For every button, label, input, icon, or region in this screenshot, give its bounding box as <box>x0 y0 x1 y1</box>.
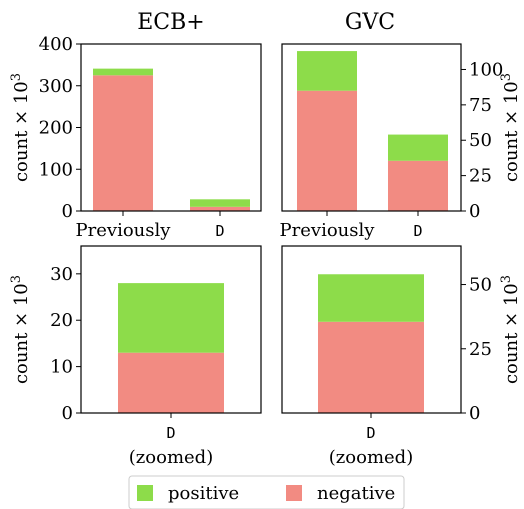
bar-positive-previously <box>93 68 153 76</box>
y-axis-label: count × 103 <box>499 73 522 182</box>
y-axis-label: count × 103 <box>499 275 522 384</box>
y-tick-label: 400 <box>39 34 73 55</box>
x-tick-label: D <box>413 222 422 240</box>
y-axis-label-exponent: 3 <box>499 73 514 81</box>
y-tick-label: 30 <box>50 264 73 285</box>
y-axis-label-exponent: 3 <box>499 275 514 283</box>
y-axis-label: count × 103 <box>9 73 32 182</box>
bar-positive-d <box>118 283 224 353</box>
x-tick-label: D <box>215 222 224 240</box>
y-axis-label-exponent: 3 <box>9 73 24 81</box>
y-tick-label: 200 <box>39 118 73 139</box>
y-tick-label: 300 <box>39 76 73 97</box>
y-axis-label-text: count × 10 <box>501 81 522 182</box>
bar-positive-d <box>318 274 424 322</box>
y-axis-label-exponent: 3 <box>9 275 24 283</box>
y-tick-label: 75 <box>469 95 492 116</box>
y-tick-label: 0 <box>62 403 73 424</box>
y-axis-label-text: count × 10 <box>11 81 32 182</box>
y-tick-label: 25 <box>469 166 492 187</box>
bar-negative-d <box>190 206 250 211</box>
y-tick-label: 100 <box>39 159 73 180</box>
bar-positive-d <box>190 199 250 207</box>
legend-swatch-negative <box>286 485 302 501</box>
y-tick-label: 20 <box>50 310 73 331</box>
bar-negative-d <box>388 160 448 211</box>
panel-gvc-zoom: 0 25 50 D (zoomed) count × 103 <box>281 245 522 468</box>
y-axis-label-text: count × 10 <box>501 283 522 384</box>
y-tick-label: 0 <box>62 201 73 222</box>
x-tick-label: D <box>166 424 175 442</box>
x-tick-label: Previously <box>280 220 376 241</box>
y-axis-label-text: count × 10 <box>11 283 32 384</box>
y-tick-label: 0 <box>469 403 480 424</box>
x-tick-label: Previously <box>76 220 172 241</box>
panel-title: GVC <box>345 10 395 35</box>
y-tick-label: 100 <box>469 59 503 80</box>
y-axis-label: count × 103 <box>9 275 32 384</box>
legend-label-negative: negative <box>317 483 395 504</box>
bar-positive-d <box>388 134 448 161</box>
x-tick-label: D <box>366 424 375 442</box>
legend: positive negative <box>128 475 405 509</box>
bar-positive-previously <box>297 51 357 91</box>
bar-negative-d <box>318 321 424 413</box>
y-tick-label: 10 <box>50 357 73 378</box>
x-tick-sublabel: (zoomed) <box>329 447 413 468</box>
panel-title: ECB+ <box>137 10 205 35</box>
bar-negative-previously <box>297 90 357 211</box>
y-tick-label: 25 <box>469 339 492 360</box>
y-tick-label: 50 <box>469 275 492 296</box>
legend-frame <box>128 475 405 509</box>
x-tick-sublabel: (zoomed) <box>129 447 213 468</box>
y-tick-label: 0 <box>469 201 480 222</box>
legend-label-positive: positive <box>168 483 239 504</box>
bar-negative-d <box>118 352 224 413</box>
y-tick-label: 50 <box>469 130 492 151</box>
panel-ecb-zoom: 0 10 20 30 D (zoomed) count × 103 <box>9 245 262 468</box>
bar-negative-previously <box>93 75 153 211</box>
legend-swatch-positive <box>137 485 153 501</box>
axes-frame <box>281 43 462 212</box>
